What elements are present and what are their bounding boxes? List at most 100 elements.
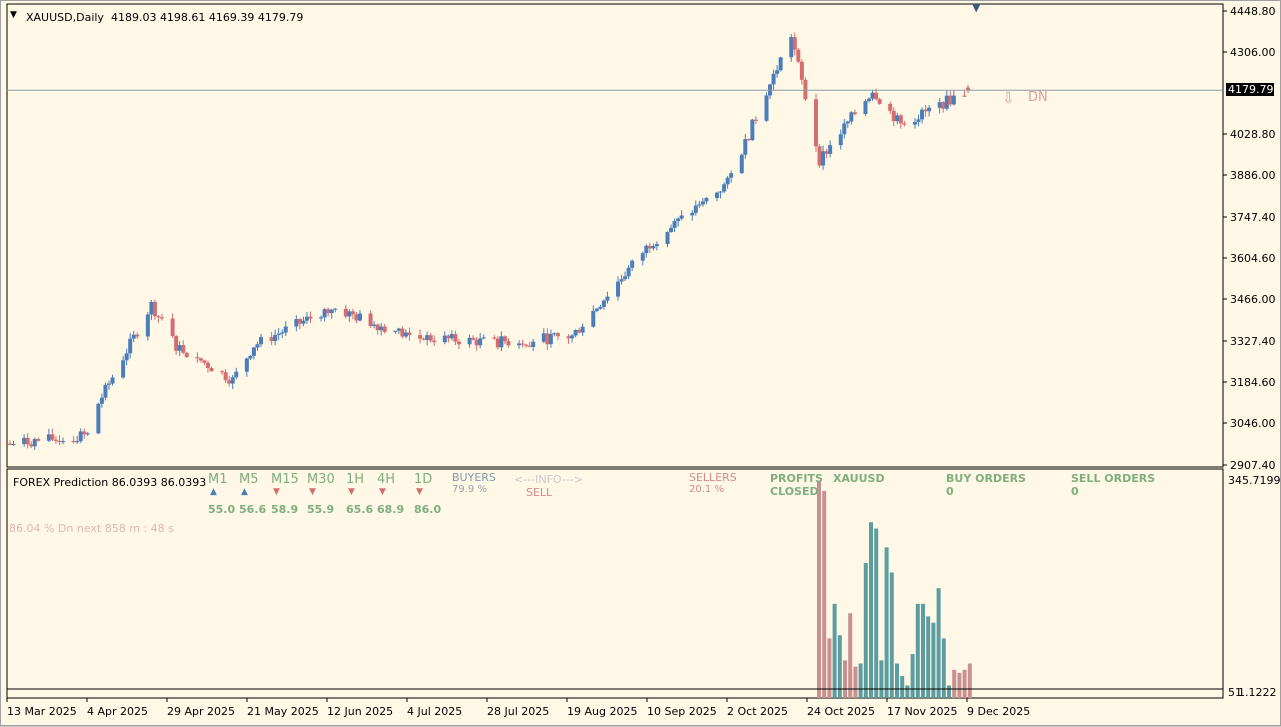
candle-body: [715, 192, 720, 199]
candle-body: [156, 316, 161, 318]
candle-body: [244, 358, 249, 372]
candle-body: [36, 439, 41, 441]
candle-body: [623, 276, 628, 280]
candle-body: [803, 79, 808, 100]
candle-body: [304, 316, 309, 321]
down-arrow-icon: ▼: [379, 487, 386, 497]
candle-body: [145, 314, 150, 337]
histogram-bar: [822, 490, 827, 698]
candle-body: [174, 336, 179, 351]
symbol-dropdown-icon[interactable]: ▼: [10, 10, 17, 20]
candle-body: [898, 115, 903, 124]
indicator-border: [6, 468, 1224, 699]
histogram-bar: [863, 563, 868, 698]
candle-body: [326, 309, 331, 314]
histogram-bar: [889, 572, 894, 698]
candle-body: [778, 57, 783, 71]
timeframe-label: M15: [271, 472, 299, 487]
candle-body: [552, 333, 557, 335]
candle-body: [181, 345, 186, 353]
histogram-bar: [962, 669, 967, 698]
indicator-title: FOREX Prediction 86.0393 86.0393: [13, 476, 207, 489]
histogram-bar: [879, 660, 884, 698]
candle-body: [481, 337, 486, 339]
info-label: <---INFO--->: [514, 473, 584, 486]
candle-body: [495, 338, 500, 348]
candle-body: [764, 95, 769, 121]
candle-body: [676, 218, 681, 222]
candle-body: [870, 92, 875, 99]
timeframe-value: 55.0: [208, 503, 236, 516]
up-arrow-icon: ▲: [241, 487, 248, 497]
candle-body: [152, 301, 157, 317]
price-tick-label: 3184.60: [1230, 376, 1276, 389]
candle-body: [874, 92, 879, 100]
histogram-bar: [957, 672, 962, 698]
candle-body: [697, 204, 702, 206]
candle-body: [248, 355, 253, 359]
candle-body: [771, 73, 776, 85]
price-tick-label: 4306.00: [1230, 46, 1276, 59]
candle-body: [626, 267, 631, 277]
candle-body: [297, 319, 302, 324]
candle-body: [750, 119, 755, 141]
candle-body: [421, 338, 426, 340]
candle-body: [690, 212, 695, 216]
candle-body: [948, 95, 953, 105]
candle-body: [347, 311, 352, 317]
date-tick-label: 13 Mar 2025: [7, 705, 77, 718]
timeframe-value: 86.0: [414, 503, 442, 516]
candle-body: [693, 205, 698, 213]
histogram-bar: [858, 663, 863, 698]
candle-body: [842, 123, 847, 135]
candle-body: [555, 333, 560, 337]
buy-orders-label: BUY ORDERS: [946, 472, 1026, 485]
candle-body: [407, 332, 412, 336]
candle-body: [541, 333, 546, 342]
date-tick-label: 21 May 2025: [247, 705, 319, 718]
candle-body: [209, 367, 214, 372]
timeframe-value: 58.9: [271, 503, 299, 516]
candle-body: [775, 70, 780, 74]
candle-body: [202, 360, 207, 363]
candle-body: [372, 324, 377, 326]
candle-body: [198, 358, 203, 361]
candle-body: [61, 440, 66, 443]
profits-label: PROFITS: [770, 472, 823, 485]
candle-body: [951, 95, 956, 105]
histogram-bar: [915, 603, 920, 698]
chart-shift-marker-icon[interactable]: ▼: [972, 1, 981, 14]
candle-body: [103, 384, 108, 398]
candle-body: [937, 102, 942, 108]
price-tick-label: 3604.60: [1230, 252, 1276, 265]
histogram-bar: [941, 638, 946, 698]
candle-body: [85, 433, 90, 435]
candle-body: [849, 112, 854, 122]
candle-body: [700, 201, 705, 205]
candle-body: [725, 177, 730, 185]
timeframe-value: 56.6: [239, 503, 267, 516]
candle-body: [29, 444, 34, 447]
candle-body: [722, 184, 727, 192]
candle-body: [428, 335, 433, 341]
candle-body: [672, 221, 677, 228]
candle-body: [902, 123, 907, 125]
price-tick-label: 3327.40: [1230, 335, 1276, 348]
histogram-bar: [884, 547, 889, 698]
candle-body: [524, 344, 529, 346]
candle-body: [400, 328, 405, 337]
sellers-percent: 20.1 %: [689, 484, 724, 495]
candle-body: [920, 109, 925, 120]
down-arrow-icon: ▼: [348, 487, 355, 497]
candle-body: [343, 308, 348, 317]
symbol-label: XAUUSD: [833, 472, 885, 485]
candle-body: [651, 246, 656, 249]
date-tick-label: 4 Apr 2025: [87, 705, 149, 718]
candle-body: [502, 336, 507, 342]
candle-body: [195, 357, 200, 359]
candle-body: [962, 95, 967, 97]
candle-body: [888, 103, 893, 111]
candle-body: [679, 215, 684, 219]
timeframe-label: M5: [239, 472, 259, 487]
